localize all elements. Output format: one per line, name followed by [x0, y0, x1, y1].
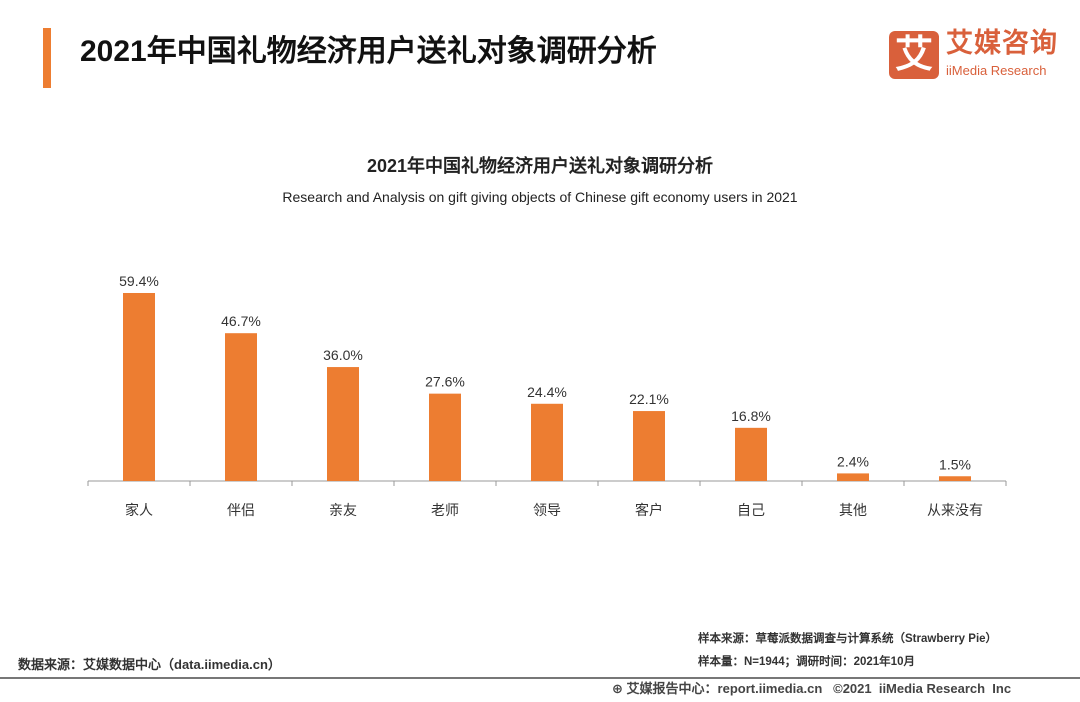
bar: [327, 367, 359, 481]
bar: [123, 292, 155, 481]
category-label: 伴侣: [227, 502, 255, 518]
category-label: 从来没有: [927, 502, 983, 518]
bar: [429, 393, 461, 481]
footer-divider: [0, 677, 1080, 679]
data-label: 46.7%: [221, 313, 261, 329]
data-label: 36.0%: [323, 347, 363, 363]
sample-source: 样本来源：草莓派数据调查与计算系统（Strawberry Pie）: [698, 633, 998, 645]
logo-en: iiMedia Research: [946, 63, 1047, 78]
bar: [225, 333, 257, 481]
chart-subtitle: Research and Analysis on gift giving obj…: [282, 189, 798, 205]
category-label: 亲友: [329, 502, 357, 518]
category-label: 其他: [839, 502, 867, 518]
chart-title: 2021年中国礼物经济用户送礼对象调研分析: [366, 156, 714, 176]
title-accent-bar: [43, 28, 51, 88]
data-label: 24.4%: [527, 384, 567, 400]
category-label: 老师: [431, 502, 459, 518]
category-label: 客户: [635, 502, 663, 518]
data-label: 22.1%: [629, 391, 669, 407]
bar: [939, 476, 971, 481]
data-label: 59.4%: [119, 273, 159, 289]
logo-mark: 艾: [889, 31, 939, 79]
data-label: 16.8%: [731, 408, 771, 424]
sample-size: 样本量：N=1944；调研时间：2021年10月: [698, 656, 915, 668]
globe-icon: ⊕: [612, 681, 623, 696]
bar: [633, 411, 665, 481]
footer-copyright: ⊕ 艾媒报告中心：report.iimedia.cn ©2021 iiMedia…: [612, 681, 1011, 697]
data-label: 2.4%: [837, 453, 869, 469]
page-title: 2021年中国礼物经济用户送礼对象调研分析: [80, 35, 657, 68]
category-label: 家人: [125, 502, 153, 518]
data-label: 27.6%: [425, 374, 465, 390]
bar: [531, 403, 563, 481]
category-label: 自己: [737, 502, 765, 518]
category-label: 领导: [533, 502, 561, 518]
data-label: 1.5%: [939, 456, 971, 472]
logo-cn: 艾媒咨询: [946, 28, 1058, 58]
data-source: 数据来源：艾媒数据中心（data.iimedia.cn）: [18, 657, 281, 672]
copyright-text: 艾媒报告中心：report.iimedia.cn ©2021 iiMedia R…: [626, 681, 1012, 696]
bar: [735, 427, 767, 481]
bar: [837, 473, 869, 481]
